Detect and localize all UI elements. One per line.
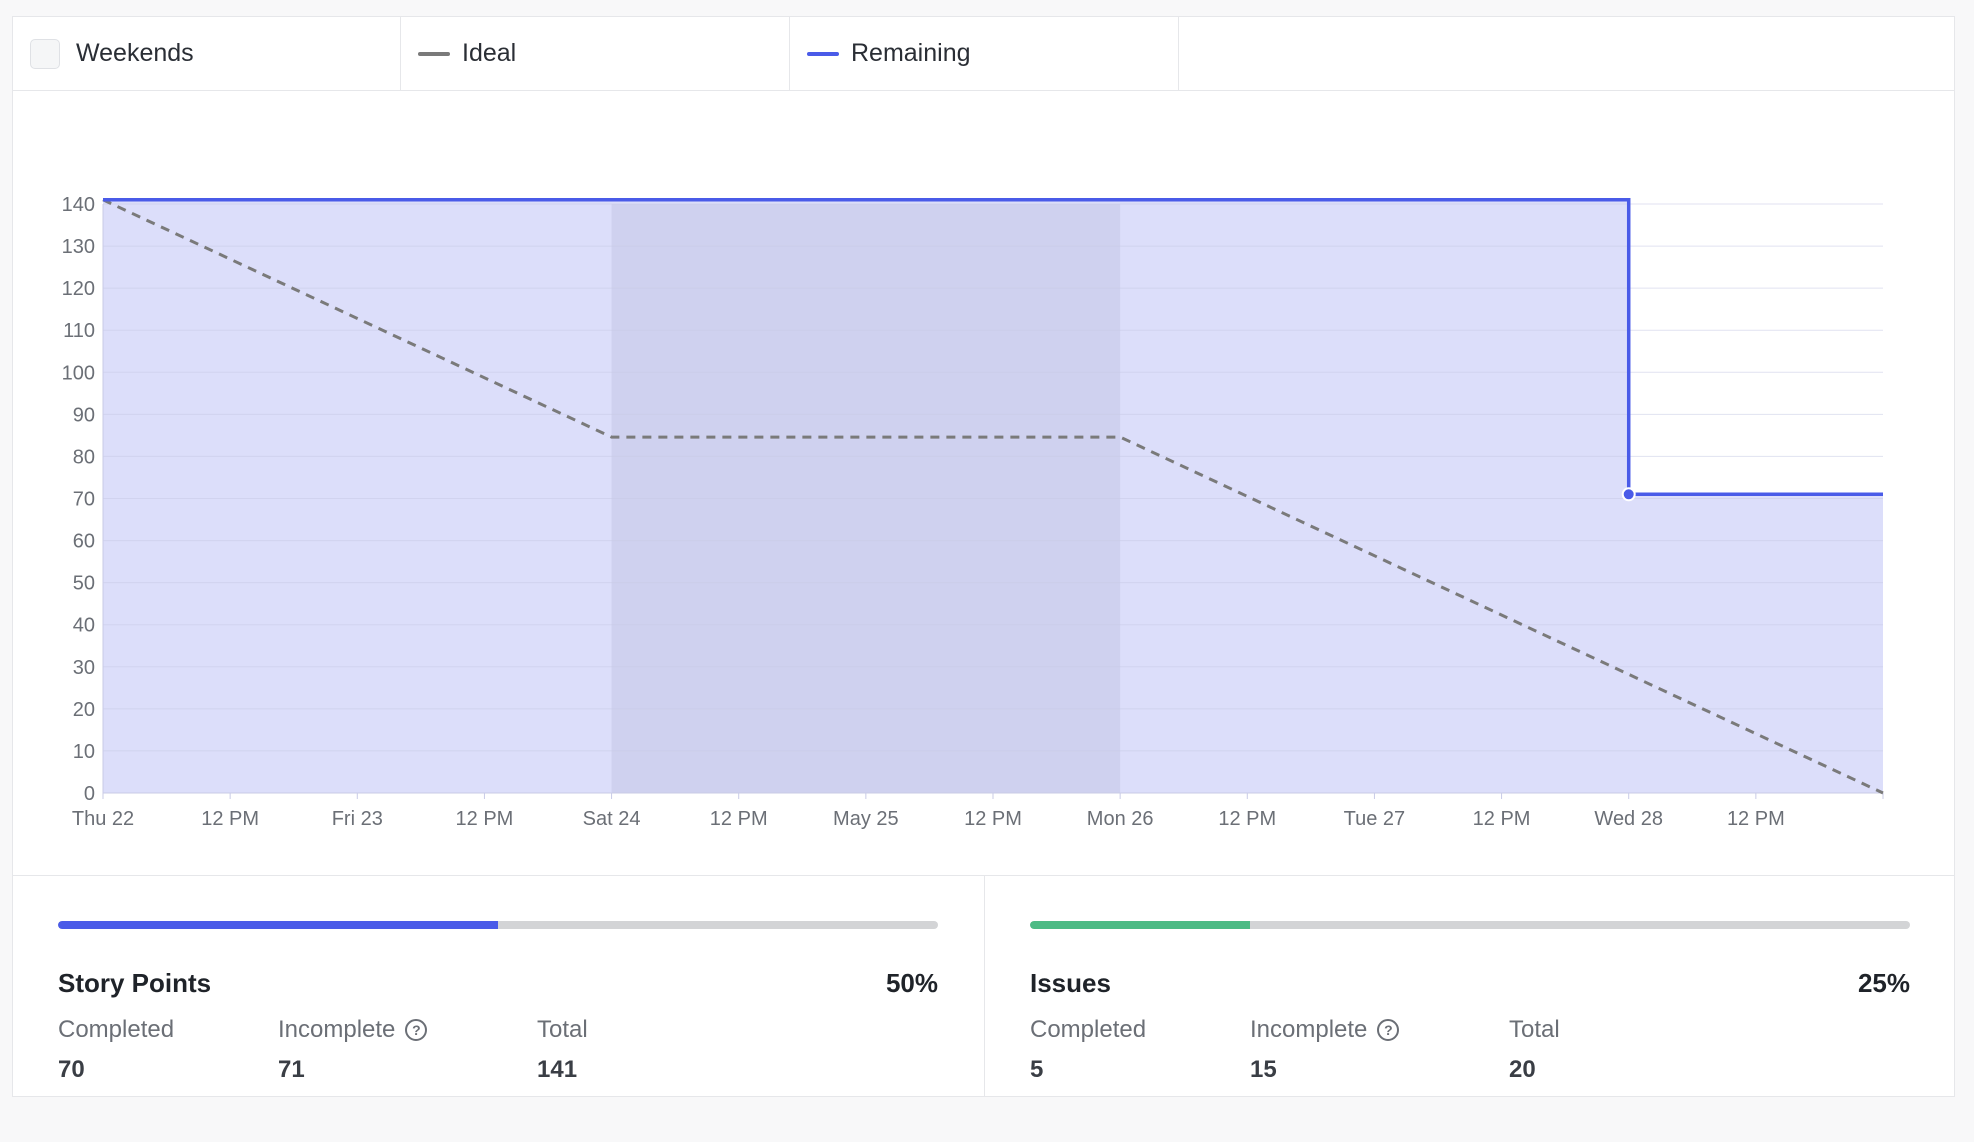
legend-remaining[interactable]: Remaining xyxy=(790,17,1179,90)
legend-remaining-label: Remaining xyxy=(851,39,971,67)
x-tick-label: 12 PM xyxy=(1727,808,1785,830)
completed-label-text: Completed xyxy=(58,1016,175,1043)
issues-total-label: Total xyxy=(1509,1016,1560,1044)
chart-legend: Weekends Ideal Remaining xyxy=(13,17,1954,91)
x-tick-label: Wed 28 xyxy=(1594,808,1663,830)
story-points-progress-bar xyxy=(58,921,938,929)
y-tick-label: 40 xyxy=(73,615,95,637)
y-tick-label: 90 xyxy=(73,404,95,426)
incomplete-label-text: Incomplete xyxy=(1250,1016,1368,1043)
issues-completed-label: Completed xyxy=(1030,1016,1146,1044)
y-tick-label: 140 xyxy=(62,194,95,216)
story-points-completed-label: Completed xyxy=(58,1016,174,1044)
ideal-line xyxy=(102,198,1884,795)
remaining-area-fill xyxy=(103,199,1883,793)
legend-ideal[interactable]: Ideal xyxy=(401,17,790,90)
legend-weekends-toggle[interactable]: Weekends xyxy=(13,17,401,90)
x-tick-label: Fri 23 xyxy=(332,808,383,830)
x-tick-label: Thu 22 xyxy=(72,808,134,830)
story-points-total-value: 141 xyxy=(537,1056,578,1083)
x-tick-label: 12 PM xyxy=(710,808,768,830)
x-tick-label: 12 PM xyxy=(1473,808,1531,830)
x-tick-label: May 25 xyxy=(833,808,899,830)
help-icon[interactable]: ? xyxy=(405,1019,428,1041)
story-points-title: Story Points xyxy=(58,968,212,998)
y-tick-label: 120 xyxy=(62,278,95,300)
remaining-point-marker xyxy=(1621,487,1636,502)
help-icon[interactable]: ? xyxy=(1377,1019,1400,1041)
ideal-line-swatch-icon xyxy=(418,51,450,56)
x-tick-label: 12 PM xyxy=(964,808,1022,830)
x-tick-label: Sat 24 xyxy=(583,808,641,830)
story-points-progress-fill xyxy=(58,921,498,929)
issues-progress-bar xyxy=(1030,921,1910,929)
issues-title: Issues xyxy=(1030,968,1111,998)
story-points-percent: 50% xyxy=(885,968,938,998)
story-points-total-label: Total xyxy=(537,1016,588,1044)
y-tick-label: 0 xyxy=(84,783,95,805)
legend-weekends-label: Weekends xyxy=(76,39,194,67)
issues-progress-fill xyxy=(1030,921,1250,929)
remaining-line-swatch-icon xyxy=(807,51,839,56)
x-tick-label: Mon 26 xyxy=(1087,808,1154,830)
incomplete-label-text: Incomplete xyxy=(278,1016,396,1043)
y-tick-label: 80 xyxy=(73,446,95,468)
story-points-incomplete-label: Incomplete? xyxy=(278,1016,428,1044)
x-tick-label: 12 PM xyxy=(456,808,514,830)
story-points-card: Story Points 50% Completed Incomplete? T… xyxy=(13,876,985,1097)
issues-percent: 25% xyxy=(1857,968,1910,998)
remaining-line xyxy=(103,198,1883,497)
y-tick-label: 130 xyxy=(62,236,95,258)
weekends-checkbox[interactable] xyxy=(30,38,60,69)
story-points-completed-value: 70 xyxy=(58,1056,85,1083)
y-tick-label: 100 xyxy=(62,362,95,384)
y-tick-label: 30 xyxy=(73,657,95,679)
y-tick-label: 110 xyxy=(63,320,95,342)
story-points-incomplete-value: 71 xyxy=(278,1056,305,1083)
burndown-chart-svg: 0 10 20 30 40 50 60 70 80 90 100 110 120 130 140 Thu 22… xyxy=(62,194,1884,830)
issues-total-value: 20 xyxy=(1509,1056,1536,1083)
burndown-chart: 0 10 20 30 40 50 60 70 80 90 100 110 120 130 140 Thu 22… xyxy=(13,91,1954,891)
x-tick-label: Tue 27 xyxy=(1344,808,1406,830)
y-tick-label: 50 xyxy=(73,573,95,595)
x-tick-label: 12 PM xyxy=(1218,808,1276,830)
issues-incomplete-label: Incomplete? xyxy=(1250,1016,1400,1044)
total-label-text: Total xyxy=(1509,1016,1560,1043)
legend-ideal-label: Ideal xyxy=(462,39,517,67)
x-tick-label: 12 PM xyxy=(201,808,259,830)
total-label-text: Total xyxy=(537,1016,588,1043)
y-tick-label: 10 xyxy=(73,741,95,763)
y-tick-label: 60 xyxy=(73,531,95,553)
completed-label-text: Completed xyxy=(1030,1016,1147,1043)
issues-incomplete-value: 15 xyxy=(1250,1056,1277,1083)
stats-section: Story Points 50% Completed Incomplete? T… xyxy=(13,875,1954,1097)
burndown-panel: Weekends Ideal Remaining 0 10 20 30 40 50 60 70… xyxy=(12,16,1955,1097)
issues-completed-value: 5 xyxy=(1030,1056,1044,1083)
y-tick-label: 20 xyxy=(73,699,95,721)
issues-card: Issues 25% Completed Incomplete? Total 5… xyxy=(985,876,1954,1097)
y-tick-label: 70 xyxy=(73,489,95,511)
